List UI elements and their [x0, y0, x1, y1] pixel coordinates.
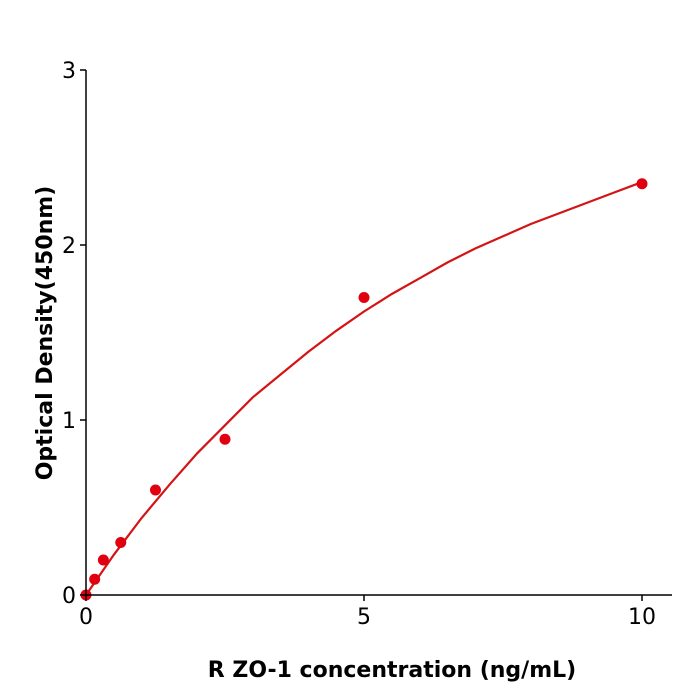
y-tick-label: 2: [62, 234, 76, 259]
fit-curve: [85, 180, 643, 596]
data-point: [358, 292, 370, 303]
x-tick-label: 0: [79, 605, 93, 630]
data-point: [150, 484, 161, 496]
y-tick-label: 3: [62, 59, 76, 84]
ticks: 0 5 10 0 1 2 3: [62, 59, 656, 630]
y-tick-label: 0: [62, 584, 76, 609]
data-point: [636, 178, 648, 190]
data-point: [115, 537, 127, 548]
y-axis-label: Optical Density(450nm): [33, 186, 58, 481]
x-tick-label: 5: [357, 605, 371, 630]
data-point: [97, 554, 109, 566]
x-axis-label: R ZO-1 concentration (ng/mL): [208, 658, 576, 683]
data-point: [219, 433, 231, 445]
x-tick-label: 10: [628, 605, 656, 630]
y-tick-label: 1: [62, 409, 76, 434]
data-point: [89, 573, 101, 585]
plot-area: [80, 178, 648, 601]
